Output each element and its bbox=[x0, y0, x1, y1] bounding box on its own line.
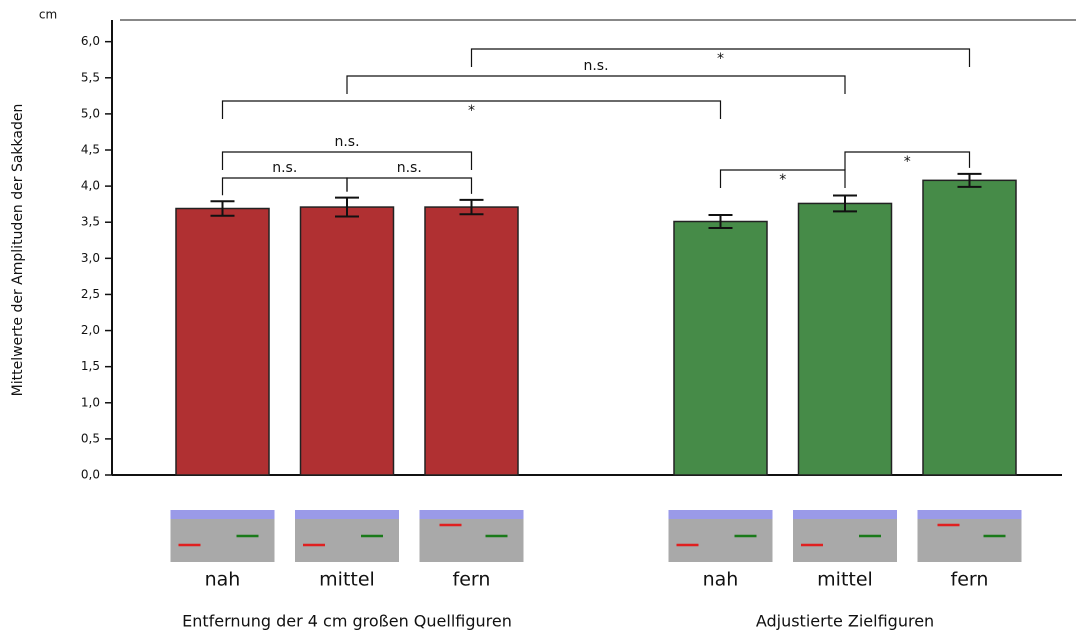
thumbnail-band bbox=[668, 510, 773, 519]
y-tick-label: 4,0 bbox=[81, 179, 100, 193]
error-bar bbox=[833, 194, 857, 213]
significance-bracket bbox=[470, 48, 971, 67]
significance-bracket bbox=[221, 177, 348, 196]
group-label: Adjustierte Zielfiguren bbox=[756, 612, 934, 631]
significance-label: n.s. bbox=[583, 58, 608, 74]
significance-bracket bbox=[346, 177, 473, 194]
thumbnail-band bbox=[170, 510, 275, 519]
x-tick-label: nah bbox=[703, 569, 739, 591]
thumbnail-band bbox=[419, 510, 524, 519]
significance-bracket bbox=[346, 75, 846, 94]
group-label: Entfernung der 4 cm großen Quellfiguren bbox=[182, 612, 512, 631]
y-tick-label: 4,5 bbox=[81, 143, 100, 157]
significance-label: n.s. bbox=[272, 160, 297, 176]
y-tick-label: 1,0 bbox=[81, 395, 100, 409]
significance-bracket bbox=[221, 151, 473, 170]
significance-bracket bbox=[844, 151, 971, 170]
x-tick-label: mittel bbox=[817, 569, 873, 591]
error-bar bbox=[210, 200, 235, 217]
error-bar bbox=[335, 196, 359, 218]
y-tick-label: 3,0 bbox=[81, 251, 100, 265]
bar bbox=[673, 220, 768, 476]
error-bar bbox=[459, 198, 484, 216]
x-tick-label: nah bbox=[205, 569, 241, 591]
bar bbox=[175, 207, 270, 476]
x-tick-label: mittel bbox=[319, 569, 375, 591]
y-tick-label: 6,0 bbox=[81, 34, 100, 48]
y-tick-label: 5,5 bbox=[81, 70, 100, 84]
y-tick-label: 2,5 bbox=[81, 287, 100, 301]
thumbnail-band bbox=[917, 510, 1022, 519]
error-bar bbox=[957, 172, 982, 188]
bar bbox=[922, 179, 1017, 476]
significance-label: * bbox=[904, 154, 911, 170]
significance-label: n.s. bbox=[334, 134, 359, 150]
significance-label: n.s. bbox=[397, 160, 422, 176]
significance-label: * bbox=[468, 103, 475, 119]
thumbnail-band bbox=[793, 510, 897, 519]
significance-label: * bbox=[779, 172, 786, 188]
y-tick-label: 2,0 bbox=[81, 323, 100, 337]
y-axis-title: Mittelwerte der Amplituden der Sakkaden bbox=[10, 104, 26, 397]
significance-bracket bbox=[221, 100, 722, 119]
significance-label: * bbox=[717, 51, 724, 67]
bar bbox=[424, 206, 519, 476]
error-bar bbox=[708, 214, 733, 229]
x-tick-label: fern bbox=[453, 569, 491, 591]
y-unit: cm bbox=[39, 8, 57, 22]
y-tick-label: 5,0 bbox=[81, 106, 100, 120]
thumbnail-band bbox=[295, 510, 399, 519]
bar bbox=[299, 206, 395, 476]
y-tick-label: 3,5 bbox=[81, 215, 100, 229]
y-tick-label: 0,0 bbox=[81, 468, 100, 482]
y-tick-label: 1,5 bbox=[81, 359, 100, 373]
significance-bracket bbox=[719, 169, 846, 188]
bar bbox=[797, 202, 893, 476]
y-tick-label: 0,5 bbox=[81, 431, 100, 445]
x-tick-label: fern bbox=[951, 569, 989, 591]
